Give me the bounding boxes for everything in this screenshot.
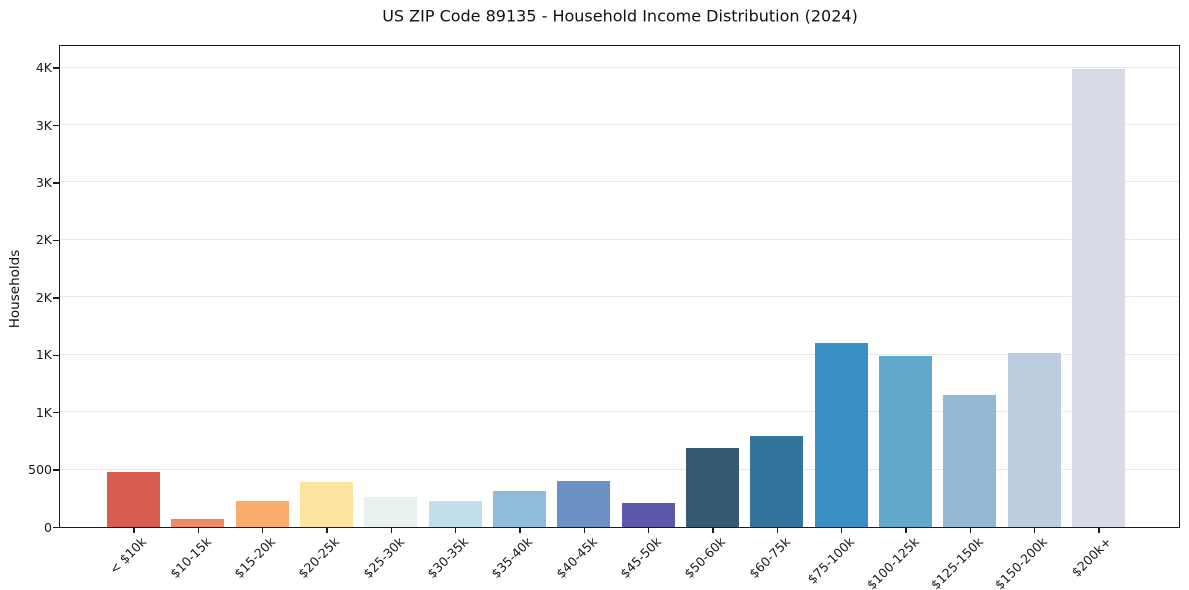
y-tick [53,297,59,299]
bar [171,518,225,527]
x-tick [583,527,585,533]
y-tick [53,469,59,471]
bar [686,447,740,527]
x-tick-label: $30-35k [424,534,472,582]
x-tick-label: $15-20k [231,534,279,582]
x-tick [712,527,714,533]
x-tick [519,527,521,533]
y-tick-label: 4K [35,60,52,76]
y-tick [53,354,59,356]
y-tick [53,67,59,69]
y-tick [53,411,59,414]
y-tick-label: 2K [35,232,52,248]
y-tick-label: 1K [35,347,52,363]
gridline [60,353,1179,355]
bar [750,435,804,527]
gridline [60,411,1179,413]
y-tick [53,124,59,127]
x-tick-label: $25-30k [359,534,407,582]
x-tick [1033,527,1036,533]
x-tick-label: $75-100k [804,534,858,587]
y-tick-label: 1K [35,404,52,420]
bar [107,472,161,527]
gridline [60,124,1179,126]
x-tick [840,527,843,533]
bar [1007,353,1061,527]
bar [557,480,611,527]
gridline [60,66,1179,68]
y-tick [53,239,59,242]
chart-title: US ZIP Code 89135 - Household Income Dis… [382,6,858,26]
y-tick-label: 0 [44,519,52,535]
x-tick-label: $150-200k [991,534,1051,590]
x-tick [261,527,264,533]
gridline [60,238,1179,240]
bar [428,500,482,527]
bar [814,343,868,527]
bar [235,501,289,527]
bar [493,490,547,527]
bar [300,482,354,527]
y-tick [53,526,59,529]
x-tick [776,527,778,533]
y-tick [53,182,59,184]
x-tick [133,527,135,533]
bar [879,356,933,527]
bar [1072,69,1126,527]
x-tick [647,527,650,533]
x-tick [326,527,328,533]
x-tick-label: $50-60k [681,534,729,582]
x-tick-label: $40-45k [552,534,600,582]
gridline [60,468,1179,470]
bar [364,496,418,527]
x-tick [454,527,457,533]
x-tick-label: $35-40k [488,534,536,582]
x-tick-label: $45-50k [617,534,665,582]
y-tick-label: 3K [35,117,52,133]
x-tick-label: $125-150k [927,534,986,590]
gridline [60,181,1179,183]
x-tick-label: $100-125k [863,534,922,590]
plot-area [59,45,1180,528]
bar [621,502,675,527]
x-tick [969,527,971,533]
x-tick [1098,527,1100,533]
x-tick-label: $10-15k [166,534,214,582]
gridline [60,296,1179,298]
x-tick-label: $60-75k [745,534,793,582]
x-tick-label: $200k+ [1068,534,1115,580]
x-tick-label: $20-25k [295,534,343,582]
x-tick-label: < $10k [106,534,150,577]
y-tick-label: 500 [28,462,52,478]
x-tick [905,527,907,533]
bar [943,394,997,527]
y-tick-label: 3K [35,174,52,190]
y-tick-label: 2K [35,289,52,305]
x-tick [197,527,200,533]
x-tick [390,527,392,533]
